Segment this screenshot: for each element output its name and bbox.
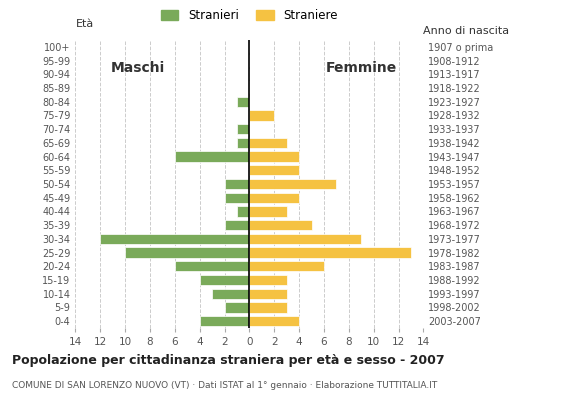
Text: Anno di nascita: Anno di nascita: [423, 26, 509, 36]
Text: Età: Età: [75, 19, 93, 29]
Bar: [249, 316, 299, 326]
Legend: Stranieri, Straniere: Stranieri, Straniere: [157, 6, 342, 26]
Bar: [200, 316, 249, 326]
Bar: [249, 152, 299, 162]
Bar: [125, 248, 249, 258]
Bar: [249, 248, 411, 258]
Bar: [249, 275, 287, 285]
Bar: [100, 234, 249, 244]
Bar: [237, 124, 249, 134]
Bar: [237, 96, 249, 107]
Bar: [175, 152, 249, 162]
Bar: [175, 261, 249, 272]
Bar: [212, 288, 249, 299]
Text: Popolazione per cittadinanza straniera per età e sesso - 2007: Popolazione per cittadinanza straniera p…: [12, 354, 444, 367]
Bar: [249, 220, 311, 230]
Bar: [237, 206, 249, 216]
Text: Femmine: Femmine: [325, 61, 397, 75]
Bar: [249, 179, 336, 189]
Bar: [224, 192, 249, 203]
Bar: [249, 165, 299, 176]
Text: COMUNE DI SAN LORENZO NUOVO (VT) · Dati ISTAT al 1° gennaio · Elaborazione TUTTI: COMUNE DI SAN LORENZO NUOVO (VT) · Dati …: [12, 381, 437, 390]
Bar: [249, 206, 287, 216]
Bar: [224, 302, 249, 312]
Bar: [249, 288, 287, 299]
Bar: [237, 138, 249, 148]
Bar: [249, 192, 299, 203]
Bar: [224, 179, 249, 189]
Text: Maschi: Maschi: [110, 61, 165, 75]
Bar: [249, 261, 324, 272]
Bar: [249, 110, 274, 120]
Bar: [200, 275, 249, 285]
Bar: [249, 234, 361, 244]
Bar: [224, 220, 249, 230]
Bar: [249, 138, 287, 148]
Bar: [249, 302, 287, 312]
